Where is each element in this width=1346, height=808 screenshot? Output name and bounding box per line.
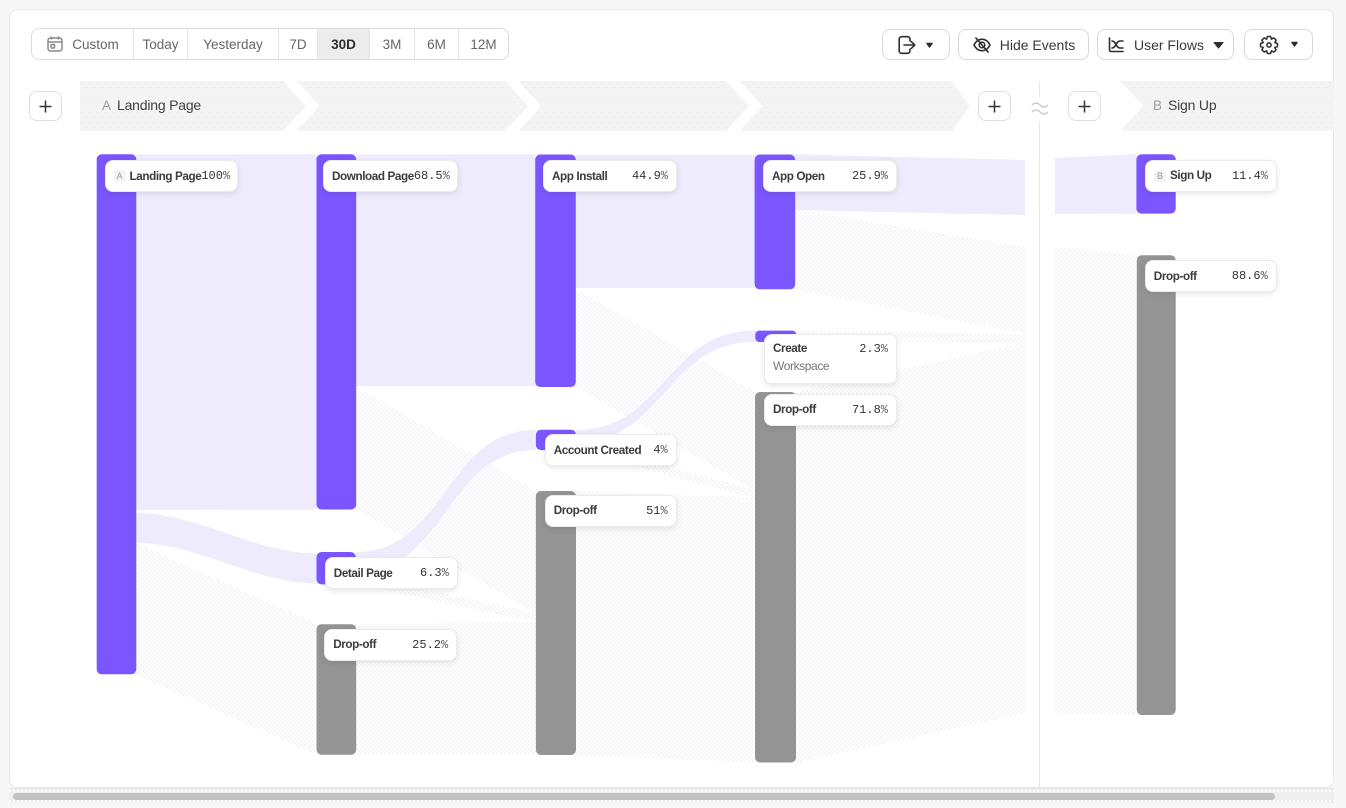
svg-text:Sign Up: Sign Up <box>1168 97 1217 113</box>
svg-text:B: B <box>1153 98 1162 113</box>
svg-text:Landing Page: Landing Page <box>117 97 201 113</box>
svg-text:A: A <box>102 98 111 113</box>
